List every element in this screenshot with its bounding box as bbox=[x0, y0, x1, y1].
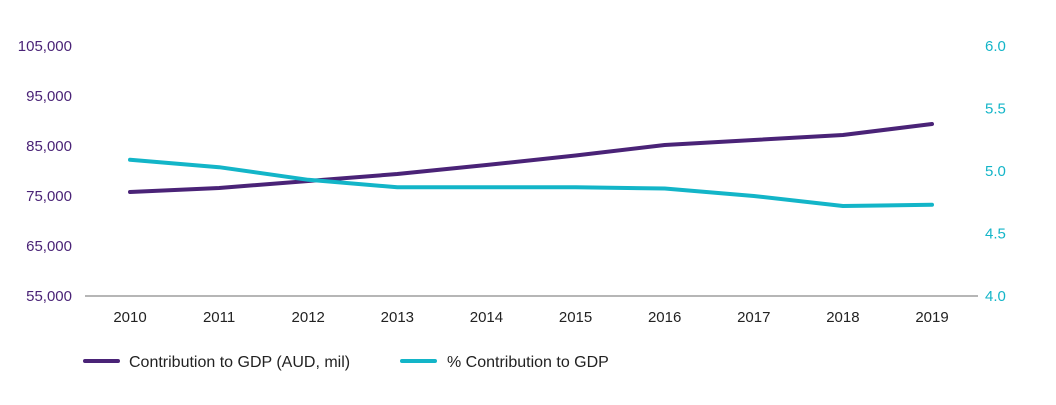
y-left-tick-label: 55,000 bbox=[26, 288, 72, 305]
series-layer bbox=[128, 122, 934, 208]
y-right-tick-label: 4.5 bbox=[985, 226, 1006, 243]
x-tick-label: 2018 bbox=[826, 309, 859, 326]
legend: Contribution to GDP (AUD, mil) % Contribu… bbox=[83, 354, 609, 371]
y-right-tick-label: 6.0 bbox=[985, 38, 1006, 55]
y-left-tick-label: 85,000 bbox=[26, 138, 72, 155]
x-tick-label: 2015 bbox=[559, 309, 592, 326]
x-tick-label: 2019 bbox=[915, 309, 948, 326]
series-line-1 bbox=[128, 122, 934, 194]
series-line-2 bbox=[128, 157, 934, 208]
x-tick-label: 2013 bbox=[381, 309, 414, 326]
x-tick-label: 2014 bbox=[470, 309, 503, 326]
y-right-tick-label: 5.5 bbox=[985, 101, 1006, 118]
legend-label-1: Contribution to GDP (AUD, mil) bbox=[129, 354, 350, 371]
y-right-tick-label: 4.0 bbox=[985, 288, 1006, 305]
y-left-tick-label: 65,000 bbox=[26, 238, 72, 255]
y-left-tick-label: 75,000 bbox=[26, 188, 72, 205]
x-tick-label: 2012 bbox=[292, 309, 325, 326]
x-tick-label: 2017 bbox=[737, 309, 770, 326]
x-tick-label: 2016 bbox=[648, 309, 681, 326]
x-tick-label: 2011 bbox=[203, 309, 235, 326]
axes-layer: 55,000 65,000 75,000 85,000 95,000 105,000 4.0… bbox=[18, 38, 1006, 326]
y-right-tick-label: 5.0 bbox=[985, 163, 1006, 180]
legend-label-2: % Contribution to GDP bbox=[447, 354, 609, 371]
y-left-tick-label: 105,000 bbox=[18, 38, 72, 55]
y-left-tick-label: 95,000 bbox=[26, 88, 72, 105]
x-tick-label: 2010 bbox=[113, 309, 146, 326]
